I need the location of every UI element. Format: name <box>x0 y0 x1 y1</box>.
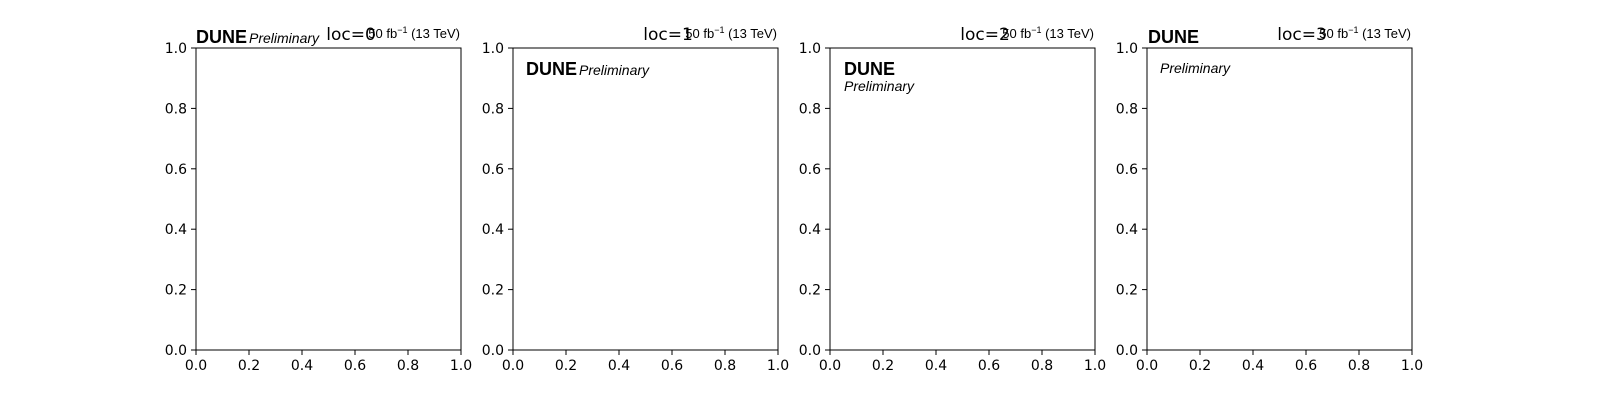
y-tick-label: 0.2 <box>1116 283 1138 299</box>
y-tick-label: 0.4 <box>1116 222 1138 238</box>
y-tick-label: 1.0 <box>1116 41 1138 57</box>
x-tick-label: 1.0 <box>450 358 472 374</box>
axes-frame <box>195 47 462 351</box>
subplot-title: loc=1 <box>643 25 693 45</box>
y-tick-label: 0.8 <box>799 101 821 117</box>
x-tick-label: 0.4 <box>291 358 313 374</box>
axes-frame <box>1146 47 1413 351</box>
x-tick-label: 0.0 <box>502 358 524 374</box>
x-tick-label: 0.6 <box>344 358 366 374</box>
x-tick-label: 0.4 <box>608 358 630 374</box>
y-tick-label: 0.8 <box>1116 101 1138 117</box>
subplot-loc-1: 0.0 0.2 0.4 0.6 0.8 1.0 0.0 0.2 0.4 0.6 0.8 1.0 loc=… <box>482 25 789 374</box>
x-tick-label: 0.4 <box>1242 358 1264 374</box>
x-tick-label: 1.0 <box>1401 358 1423 374</box>
y-tick-label: 0.4 <box>799 222 821 238</box>
x-tick-label: 0.0 <box>1136 358 1158 374</box>
y-tick-label: 0.4 <box>165 222 187 238</box>
x-tick-label: 1.0 <box>767 358 789 374</box>
y-tick-label: 1.0 <box>799 41 821 57</box>
subplot-loc-3: 0.0 0.2 0.4 0.6 0.8 1.0 0.0 0.2 0.4 0.6 0.8 1.0 loc=… <box>1116 25 1423 374</box>
y-tick-label: 0.4 <box>482 222 504 238</box>
luminosity-label: 50 fb−1 (13 TeV) <box>368 25 460 41</box>
y-tick-label: 0.6 <box>165 162 187 178</box>
status-label: Preliminary <box>249 30 320 46</box>
x-tick-label: 0.2 <box>872 358 894 374</box>
status-label: Preliminary <box>579 62 650 78</box>
subplot-title: loc=3 <box>1277 25 1327 45</box>
luminosity-label: 50 fb−1 (13 TeV) <box>1002 25 1094 41</box>
x-tick-label: 0.0 <box>819 358 841 374</box>
x-tick-label: 0.0 <box>185 358 207 374</box>
subplot-loc-2: 0.0 0.2 0.4 0.6 0.8 1.0 0.0 0.2 0.4 0.6 0.8 1.0 loc=… <box>799 25 1106 374</box>
y-tick-label: 0.2 <box>482 283 504 299</box>
y-tick-label: 0.8 <box>482 101 504 117</box>
x-tick-label: 0.6 <box>978 358 1000 374</box>
x-tick-label: 0.8 <box>1348 358 1370 374</box>
y-tick-label: 0.6 <box>482 162 504 178</box>
subplot-title: loc=2 <box>960 25 1010 45</box>
status-label: Preliminary <box>1160 60 1231 76</box>
x-tick-label: 0.6 <box>1295 358 1317 374</box>
y-tick-label: 1.0 <box>165 41 187 57</box>
y-tick-label: 0.0 <box>799 343 821 359</box>
x-tick-label: 0.6 <box>661 358 683 374</box>
experiment-label: DUNE <box>526 59 577 79</box>
y-tick-label: 0.6 <box>1116 162 1138 178</box>
y-tick-label: 0.0 <box>165 343 187 359</box>
experiment-label: DUNE <box>196 27 247 47</box>
y-tick-label: 0.8 <box>165 101 187 117</box>
experiment-label: DUNE <box>844 59 895 79</box>
y-tick-label: 0.6 <box>799 162 821 178</box>
subplot-loc-0: 0.0 0.2 0.4 0.6 0.8 1.0 0.0 0.2 0.4 0.6 0.8 1.0 loc=… <box>165 25 472 374</box>
axes-frame <box>512 47 779 351</box>
y-tick-label: 0.0 <box>1116 343 1138 359</box>
x-tick-label: 0.2 <box>1189 358 1211 374</box>
subplot-title: loc=0 <box>326 25 376 45</box>
y-tick-label: 0.2 <box>799 283 821 299</box>
y-tick-label: 1.0 <box>482 41 504 57</box>
x-tick-label: 0.2 <box>238 358 260 374</box>
x-tick-label: 0.8 <box>1031 358 1053 374</box>
x-tick-label: 0.2 <box>555 358 577 374</box>
x-tick-label: 0.4 <box>925 358 947 374</box>
axes-frame <box>829 47 1096 351</box>
x-tick-label: 0.8 <box>714 358 736 374</box>
luminosity-label: 50 fb−1 (13 TeV) <box>1319 25 1411 41</box>
status-label: Preliminary <box>844 78 915 94</box>
x-tick-label: 1.0 <box>1084 358 1106 374</box>
luminosity-label: 50 fb−1 (13 TeV) <box>685 25 777 41</box>
y-tick-label: 0.0 <box>482 343 504 359</box>
experiment-label: DUNE <box>1148 27 1199 47</box>
y-tick-label: 0.2 <box>165 283 187 299</box>
x-tick-label: 0.8 <box>397 358 419 374</box>
